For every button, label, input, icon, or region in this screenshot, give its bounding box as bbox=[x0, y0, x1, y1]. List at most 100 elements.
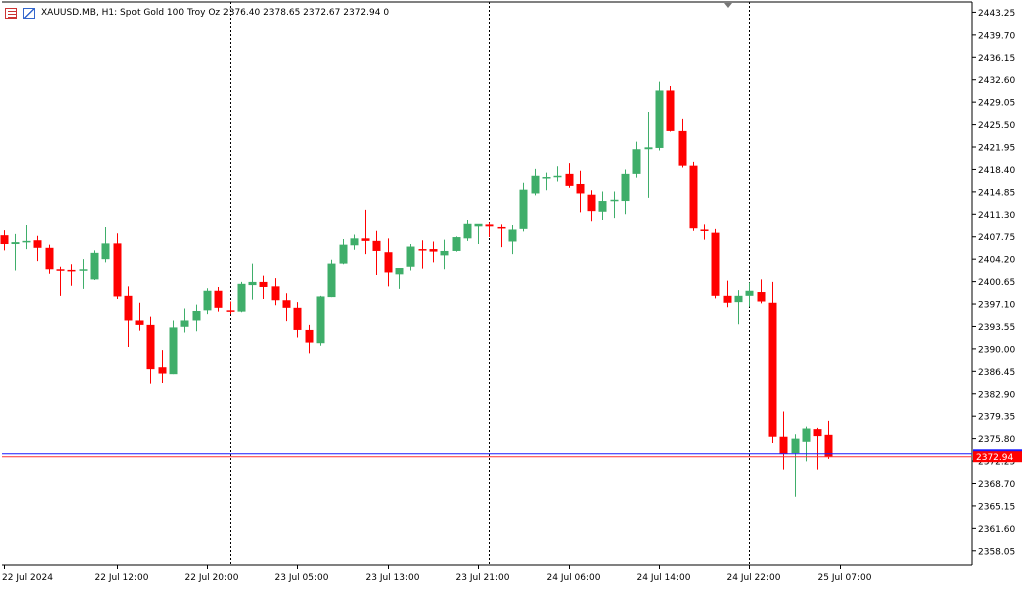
candle-body bbox=[813, 429, 822, 437]
candle-body bbox=[632, 149, 641, 174]
candle-body bbox=[474, 223, 483, 227]
candle-body bbox=[553, 175, 562, 178]
candle-body bbox=[598, 201, 607, 212]
price-tick-label: 2439.70 bbox=[978, 31, 1015, 41]
price-tick-label: 2372.25 bbox=[978, 458, 1015, 468]
quotes-list-icon[interactable] bbox=[5, 7, 17, 19]
candle-body bbox=[248, 281, 257, 286]
candle-body bbox=[621, 173, 630, 202]
time-tick-label: 24 Jul 14:00 bbox=[637, 573, 691, 583]
time-tick-label: 22 Jul 12:00 bbox=[95, 573, 149, 583]
price-tick-label: 2421.95 bbox=[978, 144, 1015, 154]
candle-body bbox=[791, 438, 800, 454]
chart-shift-marker bbox=[724, 3, 732, 8]
candle-body bbox=[226, 310, 235, 312]
price-tick-label: 2425.50 bbox=[978, 121, 1015, 131]
candle-body bbox=[711, 232, 720, 296]
candle-body bbox=[485, 224, 494, 227]
candle-body bbox=[169, 327, 178, 375]
symbol-info: XAUUSD.MB, H1: Spot Gold 100 Troy Oz 237… bbox=[41, 8, 390, 18]
candle-body bbox=[666, 90, 675, 131]
candle-body bbox=[203, 290, 212, 311]
candle-body bbox=[802, 428, 811, 442]
candle-body bbox=[768, 302, 777, 437]
price-tick-label: 2358.05 bbox=[978, 547, 1015, 557]
candle-body bbox=[339, 244, 348, 264]
time-tick-label: 23 Jul 13:00 bbox=[366, 573, 420, 583]
candle-body bbox=[135, 320, 144, 325]
candle-body bbox=[90, 252, 99, 280]
time-tick-label: 25 Jul 07:00 bbox=[818, 573, 872, 583]
candle-body bbox=[531, 175, 540, 194]
price-tick-label: 2443.25 bbox=[978, 9, 1015, 19]
candle-body bbox=[305, 329, 314, 343]
candle-body bbox=[271, 286, 280, 301]
candle-body bbox=[372, 240, 381, 251]
candle-body bbox=[384, 252, 393, 273]
candle-body bbox=[22, 240, 31, 243]
price-tick-label: 2429.05 bbox=[978, 99, 1015, 109]
price-tick-label: 2407.75 bbox=[978, 233, 1015, 243]
candle-body bbox=[757, 292, 766, 302]
candle-body bbox=[293, 307, 302, 330]
candle-body bbox=[237, 283, 246, 312]
candle-body bbox=[124, 295, 133, 321]
candle-body bbox=[282, 300, 291, 308]
candle-body bbox=[644, 147, 653, 150]
candle-body bbox=[11, 242, 20, 245]
candle-body bbox=[192, 310, 201, 321]
chart-header: XAUUSD.MB, H1: Spot Gold 100 Troy Oz 237… bbox=[5, 5, 389, 21]
candle-body bbox=[214, 290, 223, 308]
candle-body bbox=[745, 290, 754, 296]
candle-body bbox=[33, 240, 42, 248]
candle-body bbox=[824, 434, 833, 457]
time-tick-label: 22 Jul 2024 bbox=[2, 573, 53, 583]
candle-body bbox=[45, 247, 54, 270]
candle-body bbox=[689, 165, 698, 229]
candle-body bbox=[463, 223, 472, 239]
candle-body bbox=[361, 238, 370, 241]
price-tick-label: 2418.40 bbox=[978, 166, 1015, 176]
price-tick-label: 2411.30 bbox=[978, 211, 1015, 221]
price-tick-label: 2361.60 bbox=[978, 525, 1015, 535]
candle-body bbox=[429, 249, 438, 252]
price-tick-label: 2414.85 bbox=[978, 188, 1015, 198]
time-tick-label: 23 Jul 05:00 bbox=[275, 573, 329, 583]
price-tick-label: 2382.90 bbox=[978, 390, 1015, 400]
candle-body bbox=[0, 235, 9, 245]
price-tick-label: 2386.45 bbox=[978, 368, 1015, 378]
candle-body bbox=[113, 243, 122, 297]
time-tick-label: 24 Jul 06:00 bbox=[547, 573, 601, 583]
candles-layer bbox=[0, 81, 833, 497]
candle-body bbox=[56, 269, 65, 271]
candle-body bbox=[610, 199, 619, 202]
candle-body bbox=[180, 320, 189, 327]
candle-body bbox=[678, 130, 687, 166]
candle-body bbox=[519, 189, 528, 229]
price-tick-label: 2393.55 bbox=[978, 323, 1015, 333]
current-price-label-box bbox=[973, 451, 1022, 463]
price-tick-label: 2375.80 bbox=[978, 435, 1015, 445]
candle-body bbox=[655, 90, 664, 148]
price-tick-label: 2390.00 bbox=[978, 345, 1015, 355]
price-tick-label: 2432.60 bbox=[978, 76, 1015, 86]
current-price-label: 2372.94 bbox=[976, 453, 1013, 463]
candle-body bbox=[734, 295, 743, 303]
candle-body bbox=[327, 263, 336, 298]
candle-body bbox=[316, 296, 325, 344]
price-tick-label: 2404.20 bbox=[978, 256, 1015, 266]
time-tick-label: 24 Jul 22:00 bbox=[727, 573, 781, 583]
candle-body bbox=[350, 238, 359, 246]
candle-body bbox=[395, 268, 404, 275]
price-tick-label: 2379.35 bbox=[978, 413, 1015, 423]
chart-type-icon[interactable] bbox=[23, 7, 35, 19]
candle-body bbox=[440, 250, 449, 256]
price-tick-label: 2400.65 bbox=[978, 278, 1015, 288]
time-tick-label: 22 Jul 20:00 bbox=[185, 573, 239, 583]
candle-body bbox=[700, 229, 709, 231]
grid-layer bbox=[2, 1, 973, 566]
candle-body bbox=[508, 229, 517, 242]
candle-body bbox=[565, 173, 574, 186]
